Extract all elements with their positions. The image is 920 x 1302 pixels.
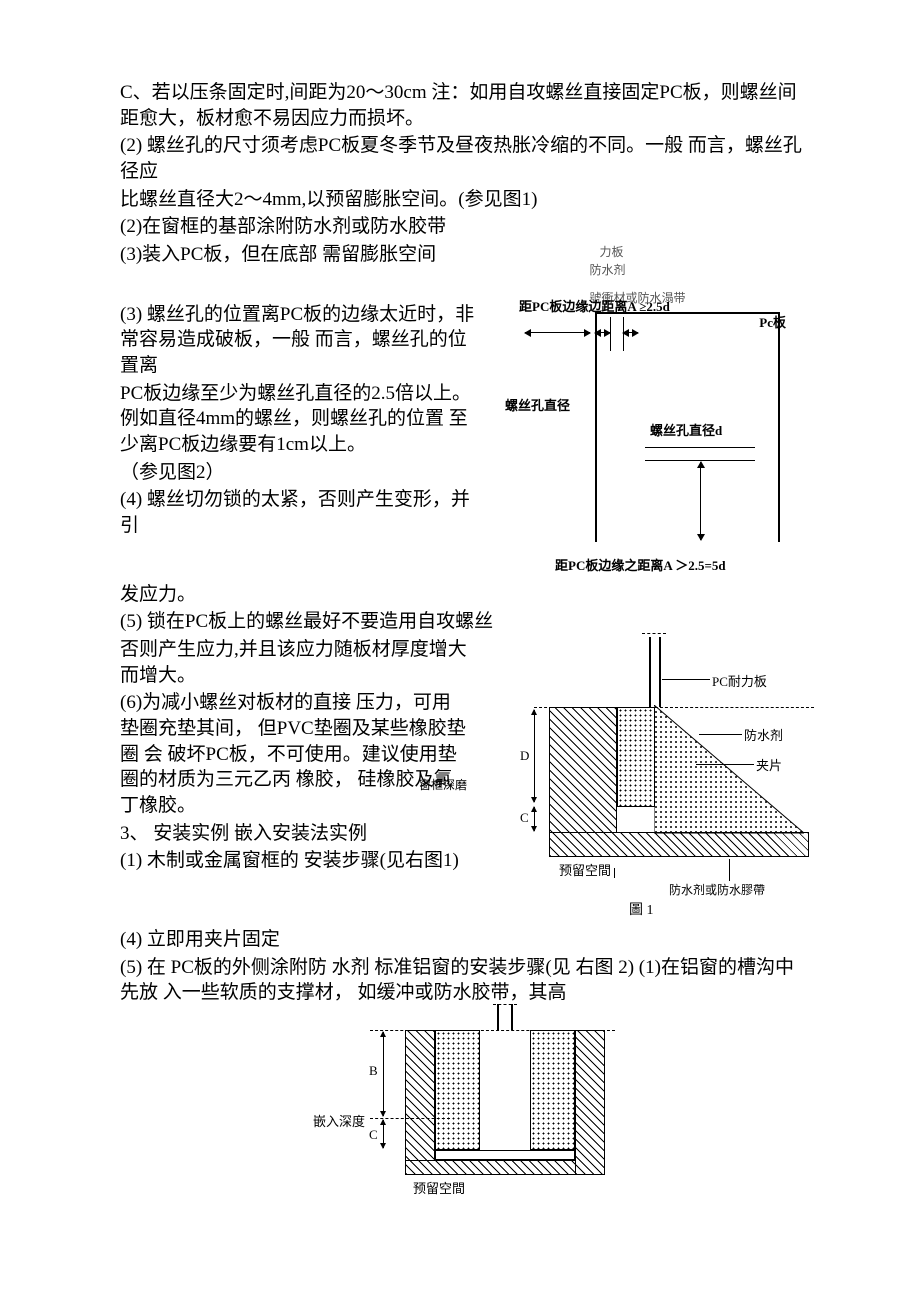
row-step3-mini: (3)装入PC板，但在底部 需留膨胀空间 力板 防水剂 號衝材或防水溻带 bbox=[120, 242, 810, 302]
fig2-arrow-hole-left bbox=[595, 332, 610, 333]
para-3c: （参见图2） bbox=[120, 460, 475, 486]
fig1-filler-vert bbox=[617, 707, 655, 807]
para-3a: (3) 螺丝孔的位置离PC板的边缘太近时，非常容易造成破板，一般 而言，螺丝孔的… bbox=[120, 302, 475, 379]
fig3-arrow-b bbox=[383, 1032, 384, 1116]
para-4b: 发应力。 bbox=[120, 582, 810, 608]
para-step3: (3)装入PC板，但在底部 需留膨胀空间 bbox=[120, 242, 500, 268]
fig1-arrow-c bbox=[534, 807, 535, 831]
fig1-dash-frametop bbox=[534, 707, 814, 708]
fig3-pc-r bbox=[511, 1004, 513, 1030]
fig1-pc-board-left bbox=[649, 637, 651, 707]
fig3-reserve-gap bbox=[435, 1150, 575, 1160]
col-fig2-text: (3) 螺丝孔的位置离PC板的边缘太近时，非常容易造成破板，一般 而言，螺丝孔的… bbox=[120, 302, 475, 541]
fig2-label-pc: Pc板 bbox=[759, 314, 786, 332]
fig1-leader-clip bbox=[696, 764, 754, 765]
fig3-frame-left bbox=[405, 1030, 435, 1175]
fig3-lbl-depth: 嵌入深度 bbox=[313, 1113, 365, 1131]
fig3-filler-right bbox=[530, 1030, 575, 1150]
para-2a: (2) 螺丝孔的尺寸须考虑PC板夏冬季节及昼夜热胀冷缩的不同。一般 而言，螺丝孔… bbox=[120, 133, 810, 184]
fig1-lbl-waterproof: 防水剂 bbox=[744, 727, 783, 745]
fig2-arrow-distance-a bbox=[700, 462, 701, 540]
para-2b: 比螺丝直径大2〜4mm,以预留膨胀空间。(参见图1) bbox=[120, 187, 810, 213]
fig3-dash-top bbox=[370, 1030, 615, 1031]
fig3-lbl-b: B bbox=[369, 1062, 378, 1080]
para-4a: (4) 螺丝切勿锁的太紧，否则产生变形，并引 bbox=[120, 487, 475, 538]
fig1-lbl-bottom: 防水剂或防水膠帶 bbox=[669, 882, 765, 898]
fig1-lbl-clip: 夹片 bbox=[756, 757, 782, 775]
fig2-label-bottom: 距PC板边缘之距离A ＞2.5=5d bbox=[555, 557, 726, 575]
fig2-label-diam-d: 螺丝孔直径d bbox=[650, 422, 722, 440]
fig1-pc-board-right bbox=[659, 637, 661, 707]
fig1-leader-pc bbox=[662, 679, 710, 680]
para-5b: 否则产生应力,并且该应力随板材厚度增大而增大。 bbox=[120, 637, 468, 688]
fig2-label-diam-left: 螺丝孔直径 bbox=[505, 397, 570, 415]
fig1-caption: 圖 1 bbox=[629, 902, 654, 921]
mini-label-a: 力板 bbox=[600, 244, 624, 260]
fig1-lbl-frame-depth: 窗框深磨 bbox=[419, 777, 467, 793]
fig3-filler-left bbox=[435, 1030, 480, 1150]
fig1-leader-bottom bbox=[729, 859, 730, 881]
para-5a: (5) 锁在PC板上的螺丝最好不要造用自攻螺丝 bbox=[120, 609, 810, 635]
fig3-lbl-reserve: 预留空間 bbox=[413, 1180, 465, 1198]
para-3b: PC板边缘至少为螺丝孔直径的2.5倍以上。例如直径4mm的螺丝，则螺丝孔的位置 … bbox=[120, 381, 475, 458]
fig3-pc-l bbox=[497, 1004, 499, 1030]
fig3-lbl-c: C bbox=[369, 1126, 378, 1144]
fig1-lbl-c: C bbox=[520, 809, 529, 827]
fig1-leader-reserve-v bbox=[614, 868, 615, 878]
fig1-frame-bottom bbox=[549, 832, 809, 857]
fig1-lbl-d: D bbox=[520, 747, 529, 765]
para-c: C、若以压条固定时,间距为20〜30cm 注：如用自攻螺丝直接固定PC板，则螺丝… bbox=[120, 80, 810, 131]
fig1-arrow-d bbox=[534, 710, 535, 802]
document-page: C、若以压条固定时,间距为20〜30cm 注：如用自攻螺丝直接固定PC板，则螺丝… bbox=[0, 0, 920, 1260]
row-fig2: (3) 螺丝孔的位置离PC板的边缘太近时，非常容易造成破板，一般 而言，螺丝孔的… bbox=[120, 302, 810, 582]
fig2-arrow-edge-dist bbox=[525, 332, 590, 333]
para-6: (6)为减小螺丝对板材的直接 压力，可用垫圈充垫其间， 但PVC垫圈及某些橡胶垫… bbox=[120, 690, 468, 818]
row-fig1: 否则产生应力,并且该应力随板材厚度增大而增大。 (6)为减小螺丝对板材的直接 压… bbox=[120, 637, 810, 917]
fig1-lbl-pc: PC耐力板 bbox=[712, 673, 767, 691]
fig2-arrow-hole-right bbox=[623, 332, 638, 333]
figure-1-install-section: 窗框深磨 预留空間 PC耐力板 防水剂 夹片 防水剂或防水膠帶 圖 1 D C bbox=[474, 637, 814, 917]
para-heading-3: 3、 安装实例 嵌入安装法实例 bbox=[120, 821, 468, 847]
para-step2: (2)在窗框的基部涂附防水剂或防水胶带 bbox=[120, 214, 810, 240]
fig3-arrow-c bbox=[383, 1120, 384, 1148]
mini-sealant-labels: 力板 防水剂 號衝材或防水溻带 bbox=[500, 242, 811, 302]
mini-label-b: 防水剂 bbox=[590, 262, 626, 278]
col-fig1-text: 否则产生应力,并且该应力随板材厚度增大而增大。 (6)为减小螺丝对板材的直接 压… bbox=[120, 637, 468, 876]
fig1-leader-wp bbox=[699, 734, 742, 735]
figure-3-alu-window: B C 嵌入深度 预留空間 bbox=[315, 1010, 615, 1220]
fig3-frame-right bbox=[575, 1030, 605, 1175]
fig1-lbl-reserve: 预留空間 bbox=[559, 862, 611, 880]
para-step4: (4) 立即用夹片固定 bbox=[120, 927, 810, 953]
para-step5: (5) 在 PC板的外侧涂附防 水剂 标准铝窗的安装步骤(见 右图 2) (1)… bbox=[120, 955, 810, 1006]
figure-2-screw-distance: 距PC板边缘边距离A ≥2.5d Pc板 螺丝孔直径 螺丝孔直径d 距PC板边缘… bbox=[495, 302, 790, 582]
para-install-1: (1) 木制或金属窗框的 安装步骤(见右图1) bbox=[120, 848, 468, 874]
fig1-dash-top bbox=[642, 633, 666, 634]
